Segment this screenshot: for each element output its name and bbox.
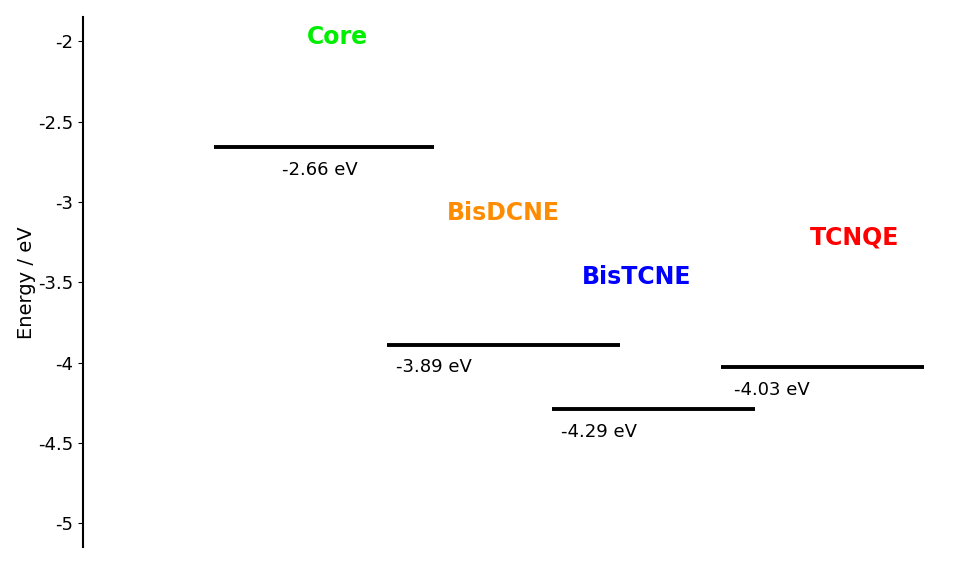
Y-axis label: Energy / eV: Energy / eV [17, 226, 35, 339]
Text: -4.29 eV: -4.29 eV [561, 423, 637, 441]
Text: -3.89 eV: -3.89 eV [396, 358, 471, 376]
Text: TCNQE: TCNQE [809, 225, 899, 249]
Text: BisTCNE: BisTCNE [582, 266, 691, 289]
Text: Core: Core [307, 25, 368, 48]
Text: -2.66 eV: -2.66 eV [282, 161, 358, 179]
Text: BisDCNE: BisDCNE [447, 201, 560, 225]
Text: -4.03 eV: -4.03 eV [734, 381, 809, 399]
